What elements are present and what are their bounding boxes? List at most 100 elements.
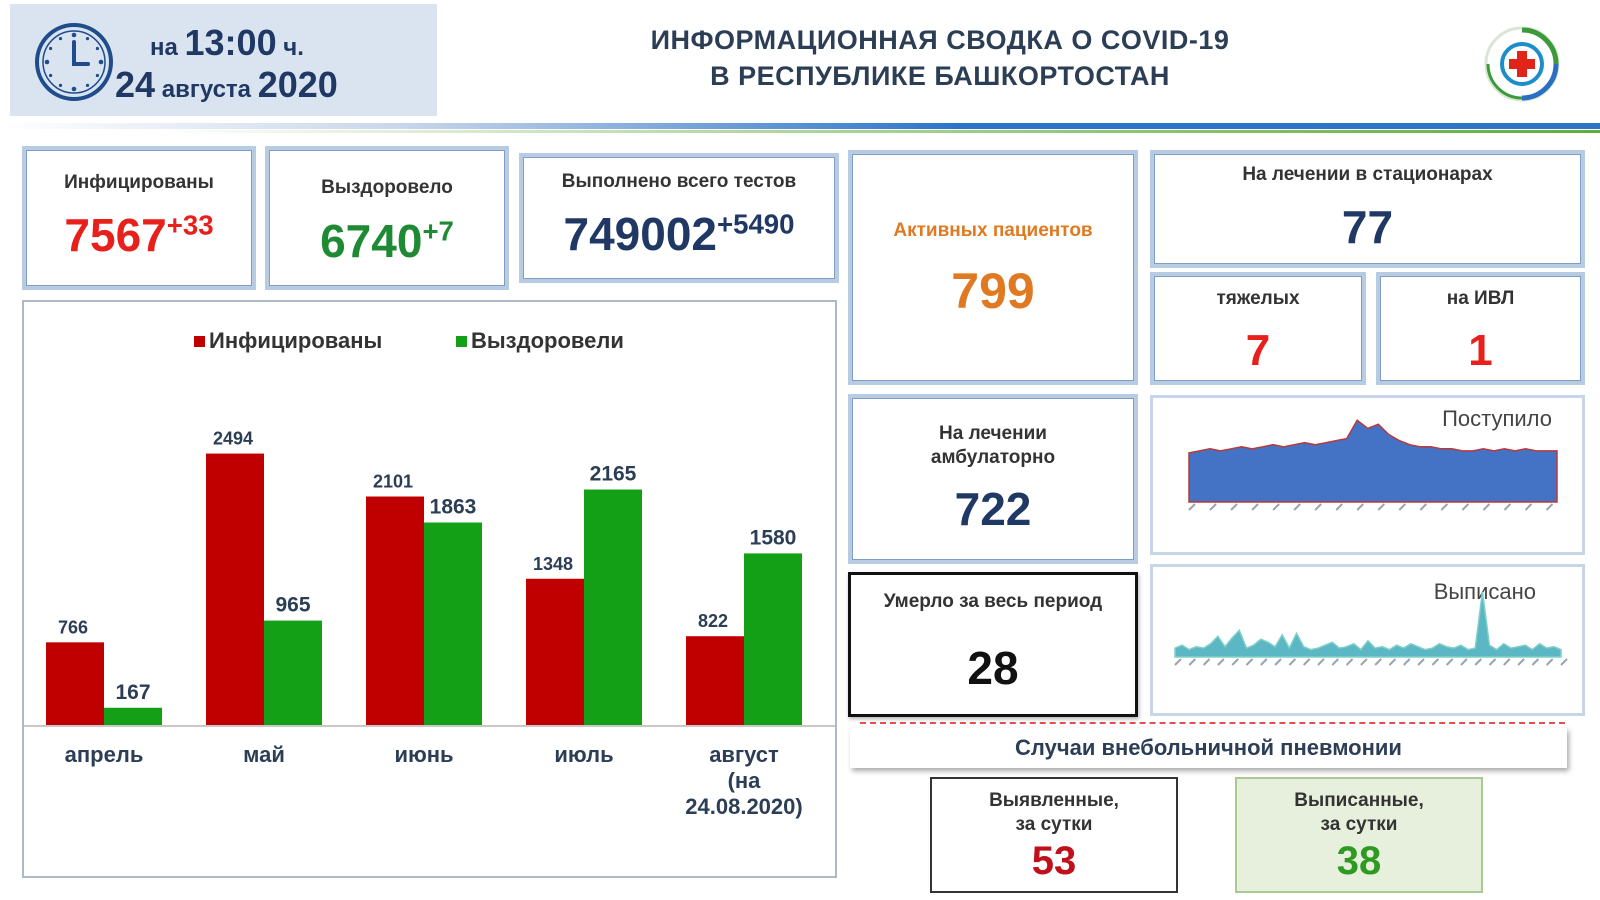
discharged-tick-6: [1217, 658, 1225, 666]
discharged-tick-18: [1302, 658, 1311, 666]
admitted-tick-2: [1209, 503, 1217, 511]
discharged-tick-10: [1245, 658, 1254, 666]
legend-swatch-0: [194, 336, 205, 347]
hospital-card: На лечении в стационарах 77: [1150, 150, 1585, 268]
bar-value-label-infected-0: 766: [58, 617, 88, 637]
discharged-tick-12: [1260, 658, 1268, 666]
bar-infected-3: [526, 578, 584, 726]
header-divider-accent: [0, 130, 1600, 133]
admitted-tick-6: [1251, 503, 1259, 511]
admitted-tick-0: [1188, 503, 1196, 511]
bar-infected-4: [686, 636, 744, 726]
hospital-label: На лечении в стационарах: [1242, 164, 1493, 185]
bar-value-label-infected-3: 1348: [533, 554, 573, 574]
pneumonia-divider: [860, 722, 1565, 724]
category-label-4-1: (на: [728, 768, 762, 793]
monthly-chart: Инфицированы Выздоровели 766 167 апрель 2494 9…: [22, 300, 837, 878]
infected-label: Инфицированы: [64, 172, 214, 193]
discharged-chart: Выписано: [1150, 564, 1585, 716]
admitted-tick-28: [1482, 503, 1491, 511]
admitted-tick-4: [1230, 503, 1238, 511]
deaths-value: 28: [967, 642, 1019, 694]
deaths-label: Умерло за весь период: [883, 591, 1103, 612]
severe-value: 7: [1245, 326, 1271, 375]
time-text: на 13:00 ч.: [150, 22, 304, 63]
time-panel: на 13:00 ч. 24 августа 2020: [10, 4, 437, 116]
discharged-tick-24: [1345, 658, 1354, 666]
discharged-tick-26: [1360, 658, 1368, 666]
category-label-1-0: май: [243, 742, 285, 767]
category-label-3-0: июль: [554, 742, 613, 767]
infected-value: 7567+33: [64, 209, 214, 261]
pneumonia-discharged-value: 38: [1336, 839, 1382, 883]
discharged-tick-22: [1331, 658, 1339, 666]
bar-value-label-infected-4: 822: [698, 611, 728, 631]
admitted-tick-20: [1398, 503, 1406, 511]
chart-legend: Инфицированы Выздоровели: [194, 328, 624, 353]
clock-icon: [35, 23, 113, 101]
discharged-tick-30: [1388, 658, 1397, 666]
ventilator-value: 1: [1468, 326, 1493, 375]
bar-recovered-1: [264, 620, 322, 726]
admitted-tick-18: [1377, 503, 1385, 511]
pneumonia-detected-card: Выявленные, за сутки 53: [930, 777, 1178, 893]
admitted-tick-12: [1314, 503, 1322, 511]
severe-label: тяжелых: [1216, 288, 1300, 309]
hospital-value: 77: [1341, 201, 1394, 253]
bar-infected-1: [206, 453, 264, 726]
discharged-tick-0: [1174, 658, 1182, 666]
bar-value-label-infected-2: 2101: [373, 472, 413, 492]
admitted-tick-22: [1419, 503, 1428, 511]
bar-infected-0: [46, 642, 104, 726]
admitted-tick-34: [1545, 503, 1554, 511]
page-title: ИНФОРМАЦИОННАЯ СВОДКА О COVID-19 В РЕСПУ…: [650, 25, 1230, 91]
pneumonia-detected-label: Выявленные, за сутки: [989, 790, 1119, 835]
outpatient-card: На лечении амбулаторно 722: [848, 394, 1138, 564]
discharged-tick-48: [1517, 658, 1525, 666]
discharged-tick-4: [1202, 658, 1211, 666]
discharged-tick-28: [1374, 658, 1382, 666]
date-text: 24 августа 2020: [115, 64, 338, 105]
discharged-area-chart: [1174, 591, 1568, 666]
recovered-card: Выздоровело 6740+7: [265, 146, 509, 290]
header-divider: [0, 123, 1600, 129]
admitted-tick-30: [1503, 503, 1512, 511]
admitted-tick-24: [1440, 503, 1449, 511]
pneumonia-discharged-card: Выписанные, за сутки 38: [1235, 777, 1483, 893]
discharged-tick-34: [1417, 658, 1425, 666]
tests-card: Выполнено всего тестов 749002+5490: [519, 153, 839, 283]
ventilator-label: на ИВЛ: [1446, 288, 1515, 309]
category-label-4-2: 24.08.2020): [685, 794, 802, 819]
active-card: Активных пациентов 799: [848, 150, 1138, 385]
deaths-card: Умерло за весь период 28: [848, 572, 1138, 717]
discharged-tick-2: [1188, 658, 1197, 666]
pneumonia-title: Случаи внебольничной пневмонии: [850, 728, 1567, 768]
discharged-tick-44: [1488, 658, 1497, 666]
legend-label-0: Инфицированы: [209, 328, 382, 353]
bar-recovered-3: [584, 489, 642, 726]
bar-recovered-4: [744, 553, 802, 726]
discharged-tick-32: [1403, 658, 1411, 666]
bar-recovered-2: [424, 522, 482, 726]
discharged-tick-46: [1503, 658, 1511, 666]
severe-card: тяжелых 7: [1150, 272, 1366, 385]
recovered-label: Выздоровело: [321, 177, 453, 198]
admitted-tick-14: [1335, 503, 1343, 511]
discharged-tick-14: [1274, 658, 1282, 666]
bar-value-label-recovered-0: 167: [115, 681, 150, 704]
discharged-area: [1174, 591, 1562, 658]
pneumonia-detected-value: 53: [1031, 839, 1077, 883]
admitted-tick-16: [1356, 503, 1364, 511]
bar-recovered-0: [104, 707, 162, 726]
category-label-2-0: июнь: [394, 742, 453, 767]
infected-card: Инфицированы 7567+33: [22, 146, 256, 290]
discharged-tick-42: [1474, 658, 1482, 666]
admitted-tick-26: [1461, 503, 1470, 511]
bar-value-label-recovered-3: 2165: [590, 463, 637, 486]
admitted-area-chart: [1188, 419, 1558, 511]
pneumonia-discharged-label: Выписанные, за сутки: [1294, 790, 1424, 835]
category-label-4-0: август: [709, 742, 779, 767]
admitted-tick-32: [1524, 503, 1533, 511]
discharged-tick-20: [1317, 658, 1325, 666]
legend-label-1: Выздоровели: [471, 328, 624, 353]
